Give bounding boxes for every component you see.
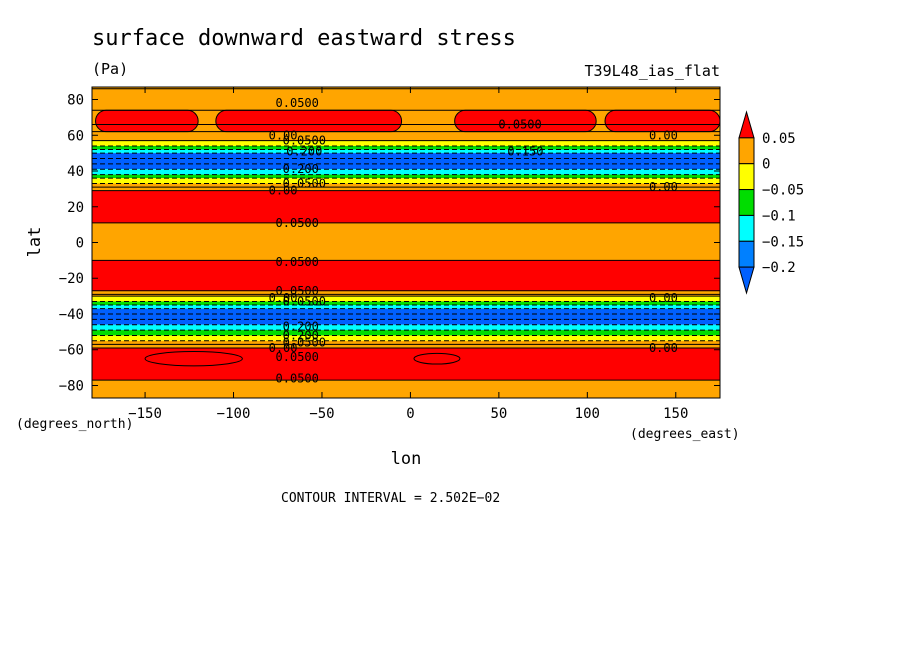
contour-label-21: 0.00 xyxy=(649,341,678,355)
contour-label-19: 0.0500 xyxy=(283,336,326,350)
x-axis-label: lon xyxy=(391,449,422,469)
colorbar-segment-2 xyxy=(738,163,755,191)
x-axis: −150 −100 −50 0 50 100 150 xyxy=(128,87,688,422)
x-units-label: (degrees_east) xyxy=(630,427,740,442)
band-12 xyxy=(92,260,720,291)
y-tick-label-4: 0 xyxy=(76,236,84,252)
contour-label-2: 0.00 xyxy=(269,128,298,142)
y-units-label: (degrees_north) xyxy=(16,417,133,432)
contour-label-4: 0.200 xyxy=(286,144,322,158)
x-tick-label-4: 50 xyxy=(490,406,507,422)
band-5 xyxy=(92,153,720,170)
contour-label-7: 0.200 xyxy=(283,162,319,176)
y-axis-label: lat xyxy=(25,227,45,258)
units-label: (Pa) xyxy=(92,60,128,78)
contour-label-20: 0.00 xyxy=(269,341,298,355)
band-18 xyxy=(92,324,720,331)
colorbar-segment-0 xyxy=(738,110,755,139)
x-tick-label-2: −50 xyxy=(309,406,334,422)
contour-label-6: 0.00 xyxy=(649,128,678,142)
contour-label-8: 0.0500 xyxy=(283,177,326,191)
contour-interval-note: CONTOUR INTERVAL = 2.502E−02 xyxy=(281,491,500,506)
y-tick-label-2: 40 xyxy=(67,164,84,180)
colorbar-segment-4 xyxy=(738,214,755,242)
inner-contour-loop-0 xyxy=(144,351,243,367)
band-23 xyxy=(92,380,720,398)
y-tick-label-6: −40 xyxy=(59,307,84,323)
high-region-0 xyxy=(95,109,199,133)
y-tick-label-3: 20 xyxy=(67,200,84,216)
band-7 xyxy=(92,174,720,179)
contour-label-22: 0.0500 xyxy=(276,350,319,364)
band-19 xyxy=(92,330,720,336)
x-tick-label-5: 100 xyxy=(575,406,600,422)
x-tick-label-0: −150 xyxy=(128,406,162,422)
band-6 xyxy=(92,169,720,175)
band-13 xyxy=(92,290,720,297)
band-16 xyxy=(92,305,720,309)
colorbar-label-0: 0.05 xyxy=(762,131,796,147)
band-11 xyxy=(92,222,720,261)
colorbar-segment-6 xyxy=(738,266,755,295)
band-2 xyxy=(92,140,720,146)
colorbar-segment-1 xyxy=(738,137,755,165)
x-tick-label-3: 0 xyxy=(406,406,414,422)
x-tick-label-1: −100 xyxy=(217,406,251,422)
contour-label-18: 0.200 xyxy=(283,328,319,342)
contour-label-12: 0.0500 xyxy=(276,255,319,269)
contour-label-15: 0.00 xyxy=(649,291,678,305)
inner-contour-loop-1 xyxy=(413,352,461,365)
chart-title: surface downward eastward stress xyxy=(92,26,516,51)
y-tick-label-8: −80 xyxy=(59,378,84,394)
band-17 xyxy=(92,308,720,325)
x-tick-label-6: 150 xyxy=(663,406,688,422)
colorbar-label-1: 0 xyxy=(762,157,770,173)
colorbar-label-2: −0.05 xyxy=(762,183,804,199)
y-tick-label-5: −20 xyxy=(59,271,84,287)
contour-label-17: 0.200 xyxy=(283,320,319,334)
contour-label-14: 0.00 xyxy=(269,291,298,305)
band-8 xyxy=(92,178,720,184)
run-label: T39L48_ias_flat xyxy=(585,62,720,80)
contour-label-23: 0.0500 xyxy=(276,371,319,385)
band-15 xyxy=(92,301,720,306)
contour-label-16: 0.0500 xyxy=(283,294,326,308)
colorbar-segment-5 xyxy=(738,240,755,268)
colorbar: 0.05 0 −0.05 −0.1 −0.15 −0.2 xyxy=(738,110,804,295)
y-tick-label-0: 80 xyxy=(67,93,84,109)
y-tick-label-1: 60 xyxy=(67,128,84,144)
colorbar-segment-3 xyxy=(738,189,755,216)
y-tick-label-7: −60 xyxy=(59,343,84,359)
colorbar-label-4: −0.15 xyxy=(762,234,804,250)
band-20 xyxy=(92,335,720,341)
band-3 xyxy=(92,145,720,150)
colorbar-label-3: −0.1 xyxy=(762,208,796,224)
colorbar-label-5: −0.2 xyxy=(762,260,796,276)
contour-label-0: 0.0500 xyxy=(276,96,319,110)
contour-label-10: 0.00 xyxy=(649,180,678,194)
band-14 xyxy=(92,296,720,302)
band-4 xyxy=(92,149,720,154)
high-region-1 xyxy=(215,109,403,133)
contour-label-9: 0.00 xyxy=(269,184,298,198)
contour-label-13: 0.0500 xyxy=(276,284,319,298)
contour-label-1: 0.0500 xyxy=(498,118,541,132)
band-22 xyxy=(92,347,720,381)
band-10 xyxy=(92,190,720,223)
contour-label-5: 0.150 xyxy=(507,144,543,158)
contour-label-3: 0.0500 xyxy=(283,134,326,148)
y-axis: 80 60 40 20 0 −20 −40 −60 −80 xyxy=(59,93,720,394)
contour-label-11: 0.0500 xyxy=(276,216,319,230)
